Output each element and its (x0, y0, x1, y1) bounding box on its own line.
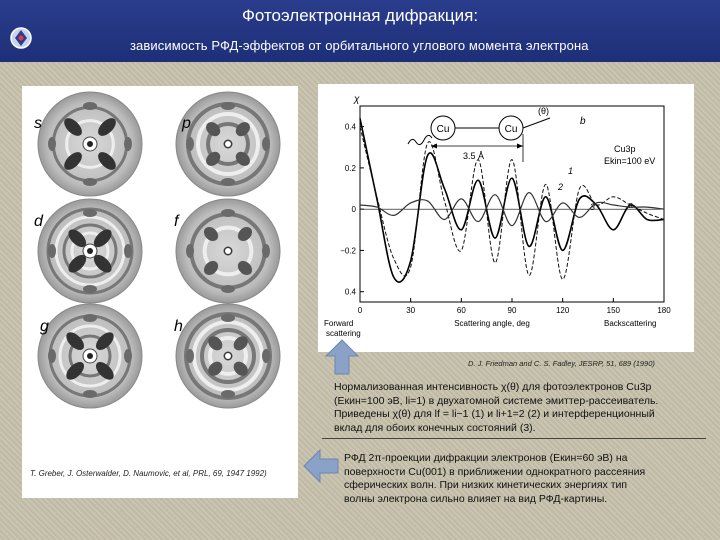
pattern-label-h: h (174, 318, 183, 335)
pattern-label-f: f (174, 213, 179, 230)
diffraction-pattern-f (175, 198, 281, 304)
y-tick-label: 0 (352, 205, 357, 214)
diffraction-pattern-p (175, 91, 281, 197)
chi-theta-chart: χ0.40.20−0.20.40 30 60 90 120 150 180Scatterin… (324, 94, 671, 338)
left-citation: T. Greber, J. Osterwalder, D. Naumovic, … (30, 469, 267, 478)
panel-label-b: b (580, 116, 586, 127)
y-tick-label: 0.4 (345, 123, 357, 132)
series-line-1 (359, 118, 665, 283)
chart-citation: D. J. Friedman and C. S. Fadley, JESRP, … (468, 359, 655, 368)
slide-title: Фотоэлектронная дифракция: (241, 6, 479, 25)
atom-cu-1: Cu (437, 124, 450, 135)
patterns-description: РФД 2π-проекции дифракции электронов (Eк… (344, 452, 704, 506)
diffraction-pattern-g (37, 303, 143, 409)
desc-line-4: вклад для обоих конечных состояний (3). (334, 421, 536, 434)
pd-line-4: волны электрона сильно влияет на вид РФД… (344, 492, 608, 505)
diffraction-pattern-h (175, 303, 281, 409)
forward-label-2: scattering (326, 329, 361, 338)
pd-line-3: сферических волн. При низких кинетически… (344, 479, 628, 491)
x-tick-label: 180 (657, 306, 671, 315)
logo-icon (10, 27, 32, 49)
diffraction-patterns-svg (37, 91, 281, 409)
x-axis-label: Scattering angle, deg (454, 319, 530, 328)
x-tick-label: 150 (607, 306, 621, 315)
emitter-scatterer-diagram: Cu Cu 3.5 Å (θ) b Cu3p Ekin=100 eV 1 2 3… (407, 106, 655, 212)
desc-line-3: Приведены χ(θ) для lf = li−1 (1) и li+1=… (334, 408, 655, 420)
y-tick-label: 0.4 (345, 288, 357, 297)
diffraction-pattern-s (37, 91, 143, 197)
pattern-label-p: p (182, 115, 191, 132)
curve-label-1: 1 (568, 166, 573, 176)
series-line-2 (359, 126, 665, 280)
left-arrow-icon (303, 448, 339, 484)
x-tick-label: 90 (508, 306, 517, 315)
theta-label: (θ) (538, 106, 549, 116)
curve-label-3: 3 (590, 202, 595, 212)
pd-line-2: поверхности Cu(001) в приближении однокр… (344, 465, 646, 478)
chart-panel: χ 0.4 0.2 0 −0.2 0.4 0 30 60 90 120 150 180 Scatterin… (318, 84, 694, 352)
x-tick-label: 60 (457, 306, 466, 315)
y-tick-label: 0.2 (345, 164, 357, 173)
header-bar: Фотоэлектронная дифракция: зависимость Р… (0, 0, 720, 62)
pd-line-1: РФД 2π-проекции дифракции электронов (Eк… (344, 452, 628, 464)
diffraction-patterns-panel: s p d f g h (22, 86, 298, 498)
diffraction-pattern-d (37, 198, 143, 304)
divider (322, 438, 706, 439)
x-tick-label: 120 (556, 306, 570, 315)
series-line-3 (359, 192, 665, 227)
x-tick-label: 0 (358, 306, 363, 315)
annotation-line-1: Cu3p (614, 144, 636, 154)
desc-line-1: Нормализованная интенсивность χ(θ) для ф… (334, 381, 652, 393)
x-tick-label: 30 (406, 306, 415, 315)
pattern-label-s: s (34, 115, 42, 132)
up-arrow-icon (324, 339, 360, 375)
pattern-label-g: g (40, 318, 49, 335)
backscattering-label: Backscattering (604, 319, 656, 328)
atom-cu-2: Cu (505, 124, 518, 135)
distance-label: 3.5 Å (463, 151, 484, 161)
chart-description: Нормализованная интенсивность χ(θ) для ф… (334, 381, 714, 435)
desc-line-2: (Eкин=100 эВ, li=1) в двухатомной систем… (334, 394, 659, 407)
y-tick-label: −0.2 (340, 246, 356, 255)
y-axis-label: χ (353, 94, 360, 105)
annotation-line-2: Ekin=100 eV (604, 156, 655, 166)
forward-label: Forward (324, 319, 353, 328)
pattern-label-d: d (34, 213, 43, 230)
curve-label-2: 2 (557, 182, 563, 192)
slide-subtitle: зависимость РФД-эффектов от орбитального… (130, 38, 589, 53)
